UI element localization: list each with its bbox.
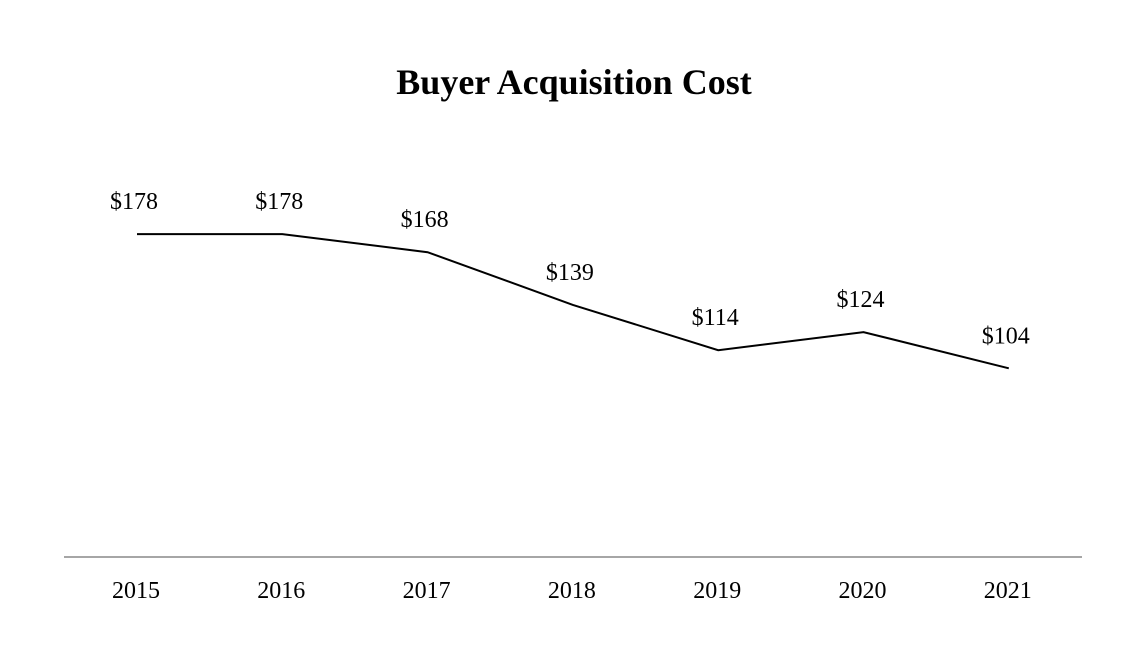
x-tick-label-2019: 2019 <box>693 578 741 604</box>
data-label-2016: $178 <box>255 189 303 215</box>
series-layer <box>137 233 1010 370</box>
x-tick-label-2021: 2021 <box>984 578 1032 604</box>
x-tick-label-2018: 2018 <box>548 578 596 604</box>
x-tick-layer: 2015 2016 2017 2018 2019 2020 2021 <box>112 578 1032 604</box>
data-label-2019: $114 <box>692 305 739 331</box>
data-label-2018: $139 <box>546 260 594 286</box>
data-label-2017: $168 <box>401 207 449 233</box>
x-tick-label-2017: 2017 <box>403 578 451 604</box>
data-label-2020: $124 <box>837 287 885 313</box>
series-line <box>137 233 1010 370</box>
data-label-2015: $178 <box>110 189 158 215</box>
x-tick-label-2015: 2015 <box>112 578 160 604</box>
chart-title: Buyer Acquisition Cost <box>396 62 751 102</box>
x-tick-label-2016: 2016 <box>257 578 305 604</box>
data-label-2021: $104 <box>982 323 1030 349</box>
x-tick-label-2020: 2020 <box>839 578 887 604</box>
data-label-layer: $178 $178 $168 $139 $114 $124 $104 <box>110 189 1030 349</box>
